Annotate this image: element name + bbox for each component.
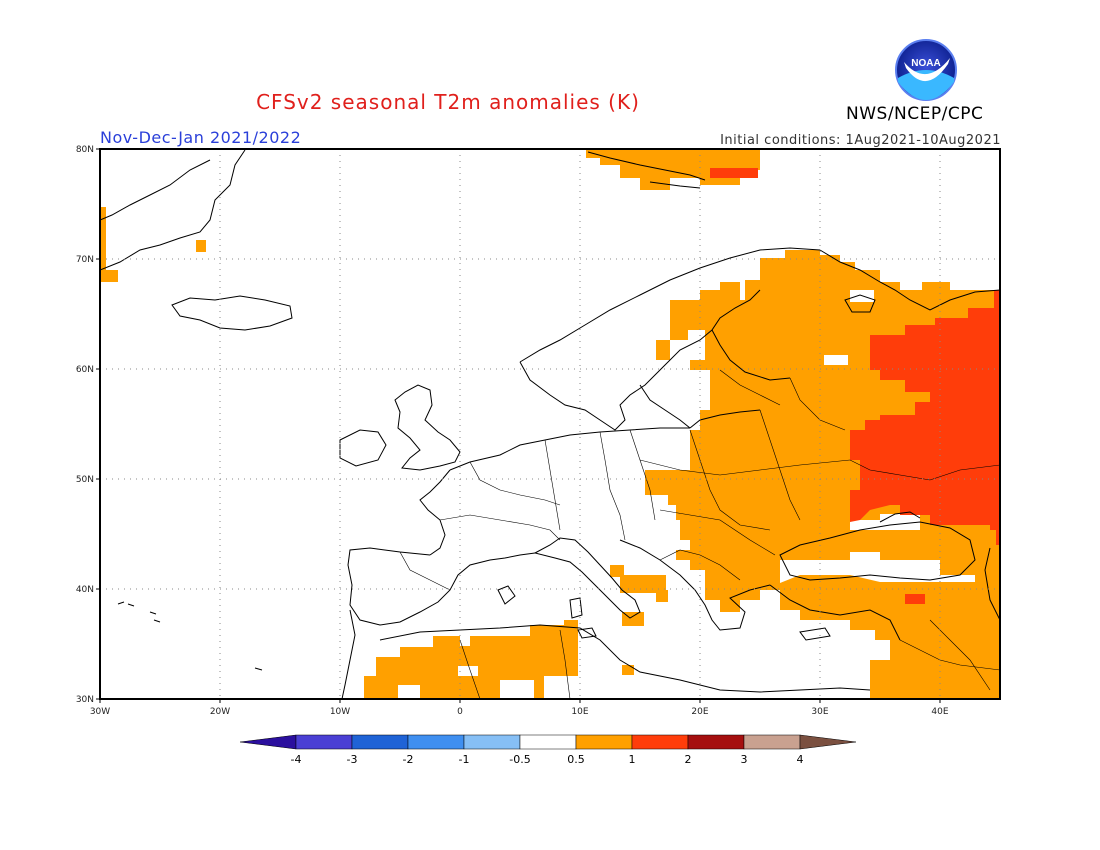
- lat-label: 40N: [76, 585, 94, 595]
- lon-label: 30E: [811, 707, 828, 717]
- lon-label: 30W: [90, 707, 110, 717]
- lon-label: 10W: [330, 707, 350, 717]
- season-label: Nov-Dec-Jan 2021/2022: [100, 128, 302, 147]
- colorbar-swatch: [575, 734, 633, 750]
- colorbar-label: -1: [459, 753, 470, 766]
- colorbar-label: 2: [685, 753, 692, 766]
- colorbar-label: -4: [291, 753, 302, 766]
- agency-label: NWS/NCEP/CPC: [846, 104, 984, 124]
- lon-label: 10E: [571, 707, 588, 717]
- lat-label: 60N: [76, 365, 94, 375]
- colorbar-swatch: [407, 734, 465, 750]
- colorbar-swatch: [519, 734, 577, 750]
- map-title: CFSv2 seasonal T2m anomalies (K): [256, 90, 640, 114]
- noaa-logo: NOAA: [895, 39, 957, 101]
- anomaly-region-north-africa: [364, 620, 578, 699]
- colorbar-labels: -4 -3 -2 -1 -0.5 0.5 1 2 3 4: [291, 753, 804, 766]
- colorbar-label: -0.5: [509, 753, 530, 766]
- lat-labels: 80N 70N 60N 50N 40N 30N: [76, 145, 94, 705]
- lon-label: 0: [457, 707, 463, 717]
- initial-conditions-label: Initial conditions: 1Aug2021-10Aug2021: [720, 133, 1001, 148]
- lon-label: 20W: [210, 707, 230, 717]
- anomaly-spot-greenland: [100, 207, 106, 277]
- colorbar-swatch: [687, 734, 745, 750]
- grid-layer: [100, 149, 1000, 699]
- lat-label: 80N: [76, 145, 94, 155]
- colorbar-label: 1: [629, 753, 636, 766]
- colorbar-swatch: [631, 734, 689, 750]
- colorbar-label: -3: [347, 753, 358, 766]
- colorbar-label: 3: [741, 753, 748, 766]
- anomaly-region-arctic: [586, 149, 760, 190]
- colorbar-swatch: [295, 734, 353, 750]
- lon-labels: 30W 20W 10W 0 10E 20E 30E 40E: [90, 707, 949, 717]
- colorbar-label: 4: [797, 753, 804, 766]
- colorbar: [239, 734, 857, 750]
- lon-label: 40E: [931, 707, 948, 717]
- colorbar-label: 0.5: [567, 753, 585, 766]
- lon-label: 20E: [691, 707, 708, 717]
- tick-layer: [96, 148, 941, 703]
- lat-label: 30N: [76, 695, 94, 705]
- border-layer: [399, 369, 1000, 699]
- noaa-logo-text: NOAA: [911, 58, 940, 69]
- colorbar-arrow-low: [239, 734, 297, 750]
- lat-label: 50N: [76, 475, 94, 485]
- colorbar-swatch: [463, 734, 521, 750]
- anomaly-spot-italy: [610, 565, 624, 577]
- lat-label: 70N: [76, 255, 94, 265]
- colorbar-swatch: [351, 734, 409, 750]
- colorbar-arrow-high: [799, 734, 857, 750]
- anomaly-fill-layer: [100, 149, 1000, 699]
- map-frame: [99, 148, 1001, 700]
- colorbar-swatch: [743, 734, 801, 750]
- anomaly-region-western-russia: [850, 290, 1000, 545]
- colorbar-label: -2: [403, 753, 414, 766]
